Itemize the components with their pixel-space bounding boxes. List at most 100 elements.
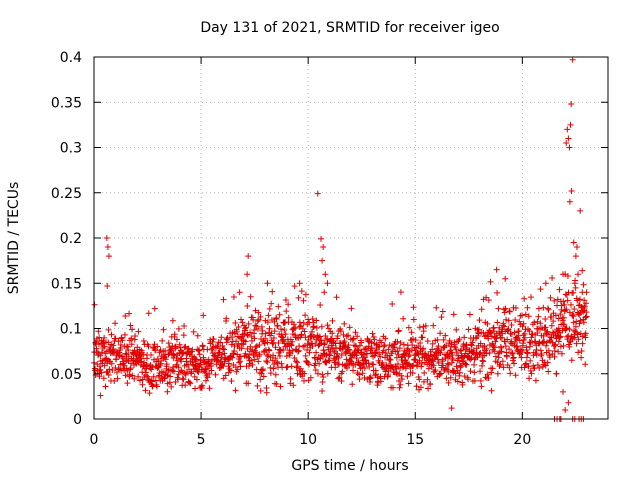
data-point — [306, 349, 313, 356]
data-point — [550, 318, 557, 325]
data-point — [171, 331, 178, 338]
data-point — [217, 339, 224, 346]
data-point — [548, 322, 555, 329]
data-point — [506, 364, 513, 371]
data-point — [461, 373, 468, 380]
data-point — [352, 329, 359, 336]
data-point — [322, 271, 329, 278]
data-point — [153, 383, 160, 390]
data-point — [98, 369, 105, 376]
data-point — [140, 337, 147, 344]
data-point — [314, 356, 321, 363]
x-tick-label: 5 — [197, 432, 206, 448]
data-point — [446, 337, 453, 344]
data-point — [536, 364, 543, 371]
data-point — [371, 349, 378, 356]
data-point — [336, 374, 343, 381]
data-point — [122, 313, 129, 320]
data-point — [132, 332, 139, 339]
data-point — [490, 343, 497, 350]
data-point — [247, 343, 254, 350]
data-point — [246, 360, 253, 367]
data-point — [572, 253, 579, 260]
data-point — [266, 347, 273, 354]
data-point — [253, 349, 260, 356]
data-point — [518, 312, 525, 319]
data-point — [292, 324, 299, 331]
data-point — [397, 339, 404, 346]
data-point — [196, 351, 203, 358]
data-point — [483, 345, 490, 352]
data-point — [251, 356, 258, 363]
data-point — [434, 336, 441, 343]
data-point — [480, 358, 487, 365]
data-point — [319, 378, 326, 385]
data-point — [316, 333, 323, 340]
data-point — [230, 293, 237, 300]
data-point — [420, 328, 427, 335]
data-point — [268, 300, 275, 307]
data-point — [199, 342, 206, 349]
data-point — [520, 340, 527, 347]
data-point — [397, 289, 404, 296]
data-point — [542, 315, 549, 322]
data-point — [175, 364, 182, 371]
data-point — [254, 318, 261, 325]
data-point — [97, 392, 104, 399]
data-point — [571, 305, 578, 312]
data-point — [209, 345, 216, 352]
data-point — [412, 336, 419, 343]
data-point — [443, 342, 450, 349]
data-point — [149, 378, 156, 385]
data-point — [343, 333, 350, 340]
data-point — [312, 366, 319, 373]
data-point — [300, 319, 307, 326]
data-point — [447, 374, 454, 381]
data-point — [565, 399, 572, 406]
data-point — [405, 324, 412, 331]
data-point — [221, 350, 228, 357]
data-point — [477, 368, 484, 375]
data-point — [319, 371, 326, 378]
data-point — [432, 367, 439, 374]
data-point — [137, 377, 143, 384]
data-point — [468, 355, 475, 362]
data-point — [462, 360, 469, 367]
data-point — [180, 376, 187, 383]
data-point — [115, 338, 122, 345]
data-point — [518, 354, 525, 361]
data-point — [429, 346, 436, 353]
data-point — [531, 319, 538, 326]
data-point — [341, 338, 348, 345]
data-point — [105, 253, 112, 260]
data-point — [135, 373, 142, 380]
data-point — [300, 297, 307, 304]
data-point — [165, 340, 172, 347]
data-point — [313, 317, 320, 324]
data-point — [555, 325, 562, 332]
data-point — [331, 357, 338, 364]
data-point — [583, 313, 590, 320]
data-point — [326, 351, 333, 358]
data-point — [267, 370, 274, 377]
data-point — [196, 347, 203, 354]
data-point — [389, 301, 396, 308]
data-point — [301, 370, 308, 377]
data-point — [131, 375, 138, 382]
data-point — [522, 361, 529, 368]
data-point — [247, 329, 254, 336]
data-point — [404, 373, 411, 380]
data-point — [511, 339, 518, 346]
data-point — [302, 334, 309, 341]
data-point — [129, 326, 136, 333]
data-point — [547, 294, 554, 301]
data-point — [503, 316, 510, 323]
data-point — [169, 367, 176, 374]
data-point — [329, 345, 336, 352]
data-point — [484, 371, 491, 378]
data-point — [147, 352, 154, 359]
data-point — [151, 305, 158, 312]
data-point — [405, 380, 412, 387]
data-point — [265, 312, 272, 319]
data-point — [494, 370, 501, 377]
